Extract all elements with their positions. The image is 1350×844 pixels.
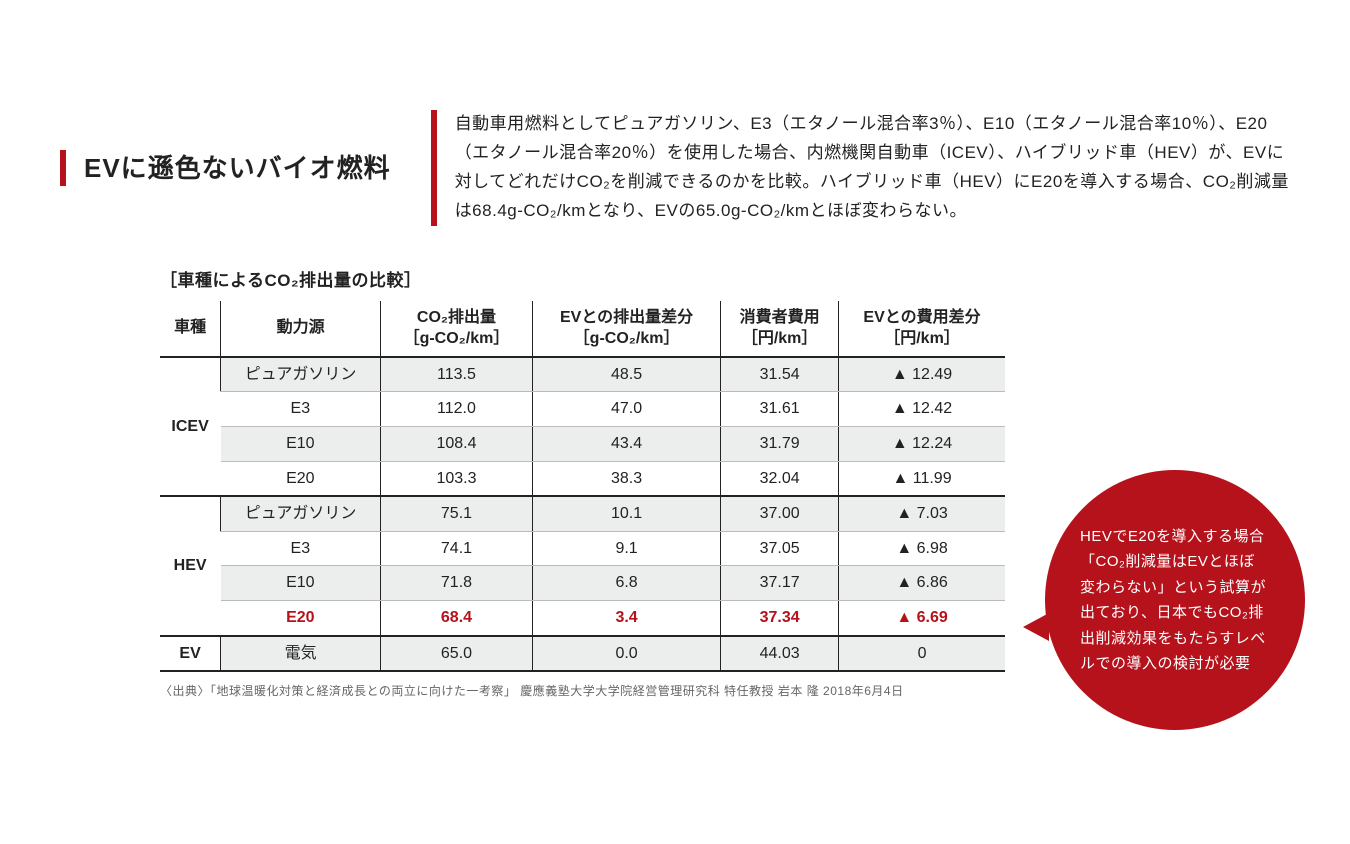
table-cell: 31.79 [721, 426, 839, 461]
table-cell: 37.05 [721, 531, 839, 566]
table-cell: ▲ 6.86 [839, 566, 1005, 601]
table-cell: ▲ 7.03 [839, 496, 1005, 531]
group-label: HEV [160, 496, 221, 635]
table-cell: 71.8 [380, 566, 532, 601]
table-cell: 112.0 [380, 392, 532, 427]
table-cell: 9.1 [532, 531, 720, 566]
col-co2-emission: CO₂排出量［g-CO₂/km］ [380, 301, 532, 357]
table-row: E20103.338.332.04▲ 11.99 [160, 461, 1005, 496]
table-caption: ［車種によるCO₂排出量の比較］ [0, 226, 1350, 301]
table-cell: 108.4 [380, 426, 532, 461]
table-cell: 37.00 [721, 496, 839, 531]
table-cell: 0.0 [532, 636, 720, 672]
table-cell: E10 [221, 426, 381, 461]
table-row: EV電気65.00.044.030 [160, 636, 1005, 672]
table-cell: 32.04 [721, 461, 839, 496]
group-label: ICEV [160, 357, 221, 496]
table-cell: 43.4 [532, 426, 720, 461]
table-cell: 103.3 [380, 461, 532, 496]
table-cell: ピュアガソリン [221, 496, 381, 531]
table-cell: 44.03 [721, 636, 839, 672]
table-cell: 31.61 [721, 392, 839, 427]
table-row: HEVピュアガソリン75.110.137.00▲ 7.03 [160, 496, 1005, 531]
col-vehicle-type: 車種 [160, 301, 221, 357]
table-cell: E20 [221, 461, 381, 496]
table-cell: 68.4 [380, 600, 532, 635]
col-co2-diff: EVとの排出量差分［g-CO₂/km］ [532, 301, 720, 357]
page-description: 自動車用燃料としてピュアガソリン、E3（エタノール混合率3％）、E10（エタノー… [431, 110, 1290, 226]
table-cell: 113.5 [380, 357, 532, 392]
table-cell: 65.0 [380, 636, 532, 672]
table-cell: ▲ 12.49 [839, 357, 1005, 392]
table-cell: 6.8 [532, 566, 720, 601]
page-title: EVに遜色ないバイオ燃料 [60, 150, 391, 186]
col-power-source: 動力源 [221, 301, 381, 357]
table-cell: 37.34 [721, 600, 839, 635]
table-cell: E3 [221, 531, 381, 566]
table-cell: 74.1 [380, 531, 532, 566]
table-cell: ▲ 6.69 [839, 600, 1005, 635]
callout-text: HEVでE20を導入する場合「CO₂削減量はEVとほぼ変わらない」という試算が出… [1080, 524, 1270, 677]
table-cell: ▲ 11.99 [839, 461, 1005, 496]
table-cell: 38.3 [532, 461, 720, 496]
table-cell: 75.1 [380, 496, 532, 531]
table-cell: E20 [221, 600, 381, 635]
table-cell: 10.1 [532, 496, 720, 531]
table-cell: ▲ 12.42 [839, 392, 1005, 427]
table-cell: ▲ 6.98 [839, 531, 1005, 566]
table-cell: E3 [221, 392, 381, 427]
co2-comparison-table: 車種 動力源 CO₂排出量［g-CO₂/km］ EVとの排出量差分［g-CO₂/… [160, 301, 1005, 673]
table-row: E1071.86.837.17▲ 6.86 [160, 566, 1005, 601]
table-cell: 31.54 [721, 357, 839, 392]
table-cell: 37.17 [721, 566, 839, 601]
group-label: EV [160, 636, 221, 672]
col-cost-diff: EVとの費用差分［円/km］ [839, 301, 1005, 357]
table-cell: ▲ 12.24 [839, 426, 1005, 461]
table-cell: 48.5 [532, 357, 720, 392]
table-row: E374.19.137.05▲ 6.98 [160, 531, 1005, 566]
table-row: E2068.43.437.34▲ 6.69 [160, 600, 1005, 635]
col-consumer-cost: 消費者費用［円/km］ [721, 301, 839, 357]
table-cell: 3.4 [532, 600, 720, 635]
table-row: ICEVピュアガソリン113.548.531.54▲ 12.49 [160, 357, 1005, 392]
callout-bubble: HEVでE20を導入する場合「CO₂削減量はEVとほぼ変わらない」という試算が出… [1045, 470, 1305, 730]
table-cell: 47.0 [532, 392, 720, 427]
table-row: E3112.047.031.61▲ 12.42 [160, 392, 1005, 427]
table-cell: ピュアガソリン [221, 357, 381, 392]
table-cell: 電気 [221, 636, 381, 672]
table-cell: 0 [839, 636, 1005, 672]
table-cell: E10 [221, 566, 381, 601]
table-row: E10108.443.431.79▲ 12.24 [160, 426, 1005, 461]
